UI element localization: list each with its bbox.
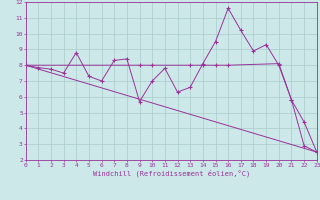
X-axis label: Windchill (Refroidissement éolien,°C): Windchill (Refroidissement éolien,°C)	[92, 169, 250, 177]
